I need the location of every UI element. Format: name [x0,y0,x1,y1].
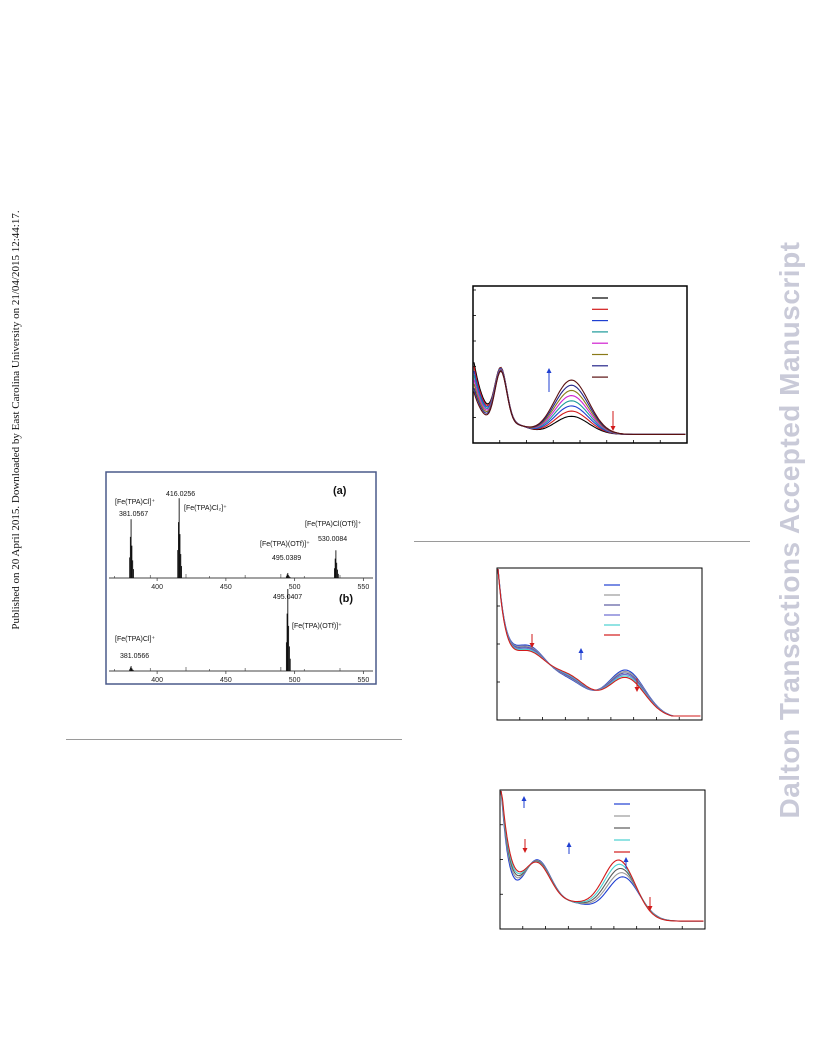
uv-vis-chart-2 [496,567,703,721]
chart-2-series-line [497,568,701,717]
chart-1-arrow-down-head [610,426,616,431]
uv-vis-chart-1 [472,285,688,444]
ms-a-tick-label: 400 [151,584,163,591]
ms-a-tick-label: 500 [289,584,301,591]
chart-3-arrow-down-head [647,906,653,911]
chart-2-series-line [497,568,701,717]
ms-b-tick-label: 450 [220,677,232,684]
chart-2-arrows [529,634,640,692]
chart-2-frame [496,567,703,721]
ms-a-peaks [114,498,341,578]
ms-b-panel-label: (b) [339,593,353,605]
chart-2-curves [497,568,701,717]
chart-2-series-line [497,568,701,717]
section-rule-right [414,541,750,542]
chart-1-arrows [546,368,616,431]
ms-b-label-fe-tpa-otf: [Fe(TPA)(OTf)]⁺ [292,623,342,630]
chart-1-series-line [473,370,686,435]
section-rule-left [66,739,402,740]
publication-sidebar: Published on 20 April 2015. Downloaded b… [6,120,26,720]
ms-a-label-mz-530: 530.0084 [318,536,347,543]
chart-1-series-line [473,369,686,435]
chart-3-frame [499,789,706,930]
chart-3-arrow-up-head [623,857,629,862]
chart-2-legend [604,584,620,636]
chart-3-series-line [500,790,704,922]
ms-b-tick-label: 550 [358,677,370,684]
ms-a-label-fe-tpa-cl: [Fe(TPA)Cl]⁺ [115,499,155,506]
uv-vis-chart-3 [499,789,706,930]
ms-a-label-fe-tpa-otf: [Fe(TPA)(OTf)]⁺ [260,541,310,548]
chart-1-ticks [473,289,661,444]
mass-spectrum-figure: 400 450 500 550 400 450 500 550 (a) [Fe(TPA)Cl… [105,471,377,685]
chart-1-legend [592,297,608,378]
ms-a-label-mz-381: 381.0567 [119,511,148,518]
chart-3-arrow-up-head [521,796,527,801]
chart-2-series-line [497,568,701,717]
chart-3-legend [614,803,630,853]
ms-a-tick-label: 550 [358,584,370,591]
ms-a-tick-label: 450 [220,584,232,591]
ms-b-label-mz-495: 495.0407 [273,594,302,601]
ms-a-label-mz-495: 495.0389 [272,555,301,562]
chart-2-arrow-down-head [634,687,640,692]
chart-2-series-line [497,568,701,717]
publication-sidebar-text: Published on 20 April 2015. Downloaded b… [10,210,22,630]
ms-b-label-mz-381: 381.0566 [120,653,149,660]
chart-1-series-line [473,362,686,435]
ms-a-panel-label: (a) [333,485,347,497]
chart-1-series-line [473,369,686,435]
chart-3-series-line [500,790,704,922]
ms-a-ticks: 400 450 500 550 [151,578,369,591]
chart-1-arrow-up-head [546,368,552,373]
chart-3-ticks [500,824,683,930]
ms-b-peaks [114,589,341,671]
chart-3-series-line [500,790,704,922]
ms-a-label-fe-tpa-cl-otf: [Fe(TPA)Cl(OTf)]⁺ [305,521,362,528]
chart-3-arrow-up-head [566,842,572,847]
chart-2-series-line [497,568,701,717]
chart-3-curves [500,790,704,922]
ms-b-label-fe-tpa-cl: [Fe(TPA)Cl]⁺ [115,636,155,643]
chart-3-arrow-down-head [522,848,528,853]
ms-a-label-mz-416: 416.0256 [166,491,195,498]
journal-watermark-text: Dalton Transactions Accepted Manuscript [774,241,805,819]
chart-2-arrow-up-head [578,648,584,653]
chart-1-series-line [473,368,686,435]
chart-3-series-line [500,790,704,922]
journal-watermark: Dalton Transactions Accepted Manuscript [768,200,812,860]
ms-b-tick-label: 500 [289,677,301,684]
chart-1-series-line [473,368,686,435]
chart-1-frame [472,285,688,444]
ms-b-ticks: 400 450 500 550 [151,671,369,684]
ms-a-label-fe-tpa-cl2: [Fe(TPA)Cl₂]⁺ [184,505,227,512]
chart-3-series-line [500,790,704,922]
chart-1-series-line [473,367,686,435]
chart-1-curves [473,362,686,435]
chart-2-arrow-down-head [529,643,535,648]
ms-b-tick-label: 400 [151,677,163,684]
chart-2-ticks [497,605,680,721]
chart-3-arrows [521,796,653,911]
